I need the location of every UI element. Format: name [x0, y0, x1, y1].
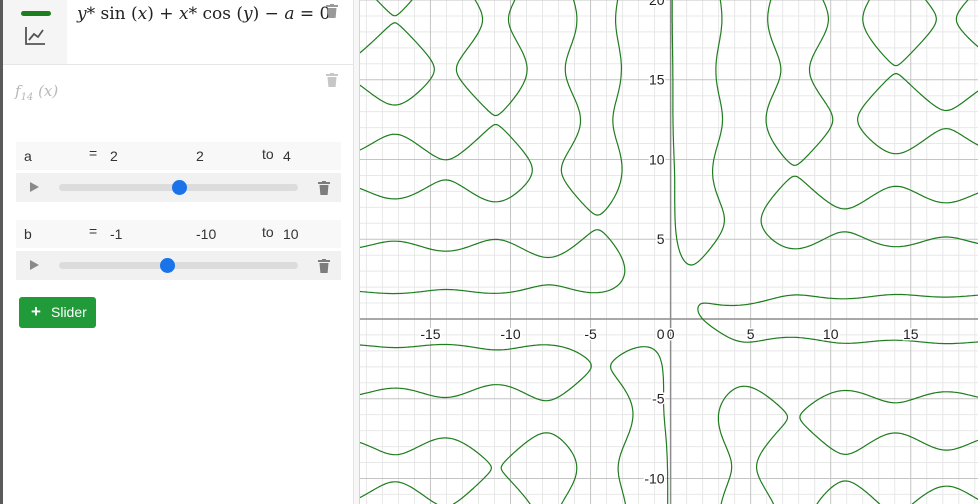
slider-max[interactable]: 4 [283, 148, 291, 164]
expression-gutter [3, 0, 67, 64]
expression-placeholder[interactable]: f14 (x) [15, 82, 58, 103]
trash-icon[interactable] [326, 4, 338, 18]
slider-value[interactable]: 2 [110, 148, 118, 164]
major-gridlines [360, 0, 978, 504]
trash-icon[interactable] [318, 181, 330, 195]
formula-part: = 0 [294, 4, 331, 24]
placeholder-arg: (x) [33, 82, 59, 100]
formula-part: ( [131, 4, 138, 24]
slider-a: a = 2 2 to 4 [16, 142, 341, 202]
slider-value[interactable]: -1 [110, 226, 123, 242]
slider-equals: = [89, 145, 98, 161]
panel-resize-handle[interactable] [354, 0, 360, 504]
play-icon[interactable] [30, 182, 39, 192]
formula-part: ) [147, 4, 154, 24]
formula-part: y [243, 4, 253, 24]
y-tick-label: 20 [649, 0, 665, 8]
formula-part: ( [236, 4, 243, 24]
slider-thumb[interactable] [159, 258, 175, 273]
curve-color-swatch[interactable] [21, 11, 51, 16]
slider-b: b = -1 -10 to 10 [16, 220, 341, 280]
graph-canvas[interactable]: -15 -10 -5 0 5 10 15 0 -10 -5 5 10 15 20 [360, 0, 978, 504]
slider-to-label: to [262, 224, 274, 240]
expression-panel: y* sin (x) + x* cos (y) − a = 0 f14 (x) … [3, 0, 354, 504]
formula-part: x [137, 4, 148, 24]
formula-part: sin [95, 4, 132, 24]
placeholder-subscript: 14 [20, 92, 34, 103]
formula-part: + [153, 4, 179, 24]
expression-row[interactable]: y* sin (x) + x* cos (y) − a = 0 [3, 0, 354, 65]
minor-gridlines [360, 0, 978, 504]
slider-header: b = -1 -10 to 10 [16, 220, 341, 248]
plus-icon: + [31, 302, 41, 321]
trash-icon[interactable] [318, 259, 330, 273]
slider-max[interactable]: 10 [283, 226, 299, 242]
placeholder-fn: f [15, 82, 21, 100]
formula-part: cos [197, 4, 237, 24]
window-edge [0, 0, 3, 504]
slider-min[interactable]: 2 [196, 148, 204, 164]
graph-plot[interactable]: -15 -10 -5 0 5 10 15 0 -10 -5 5 10 15 20 [360, 0, 978, 504]
tick-labels: -15 -10 -5 0 5 10 15 0 -10 -5 5 10 15 20 [419, 0, 920, 488]
expression-formula[interactable]: y* sin (x) + x* cos (y) − a = 0 [77, 4, 330, 24]
slider-name[interactable]: b [24, 226, 32, 242]
x-tick-label: 10 [823, 326, 839, 342]
axes [360, 0, 978, 504]
x-tick-label: -10 [500, 326, 520, 342]
add-slider-label: Slider [51, 304, 87, 320]
slider-min[interactable]: -10 [196, 226, 217, 242]
graph-icon[interactable] [24, 26, 46, 46]
slider-controls [16, 173, 341, 202]
formula-part: ) [252, 4, 260, 24]
trash-icon[interactable] [326, 73, 338, 87]
curve-path [360, 0, 978, 504]
slider-track[interactable] [59, 180, 298, 195]
empty-expression-row[interactable]: f14 (x) [3, 65, 354, 105]
slider-track[interactable] [59, 258, 298, 273]
formula-part: y [77, 4, 87, 24]
y-tick-label: -5 [652, 391, 665, 407]
slider-name[interactable]: a [24, 148, 32, 164]
x-tick-label: -5 [584, 326, 597, 342]
y-tick-label: -10 [644, 470, 664, 486]
x-tick-label: 5 [747, 326, 755, 342]
y-tick-label: 10 [649, 151, 665, 167]
slider-header: a = 2 2 to 4 [16, 142, 341, 170]
formula-part: a [284, 4, 295, 24]
x-tick-label: -15 [420, 326, 440, 342]
x-tick-label: 15 [903, 326, 919, 342]
slider-to-label: to [262, 146, 274, 162]
slider-controls [16, 251, 341, 280]
slider-equals: = [89, 223, 98, 239]
formula-part: x [178, 4, 189, 24]
add-slider-button[interactable]: + Slider [19, 297, 96, 328]
formula-part: * [188, 4, 198, 24]
play-icon[interactable] [30, 260, 39, 270]
y-tick-label: 5 [657, 231, 665, 247]
implicit-curve [360, 0, 978, 504]
formula-part: * [86, 4, 96, 24]
slider-thumb[interactable] [171, 180, 187, 195]
origin-label: 0 [657, 326, 665, 342]
x-tick-label: 0 [667, 326, 675, 342]
formula-part: − [259, 4, 285, 24]
y-tick-label: 15 [649, 72, 665, 88]
